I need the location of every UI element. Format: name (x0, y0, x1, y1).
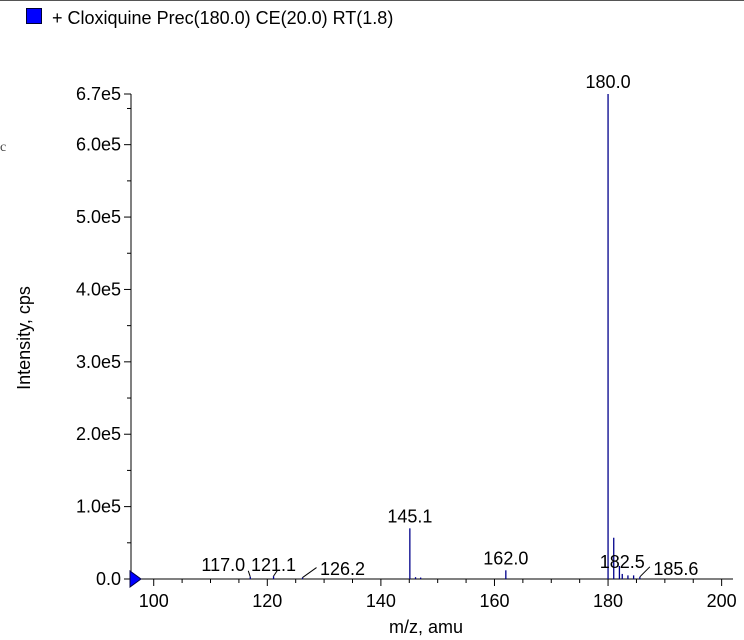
y-axis-label: Intensity, cps (14, 286, 34, 390)
y-tick-label: 5.0e5 (76, 207, 121, 227)
x-tick-label: 200 (707, 591, 737, 611)
peak-label: 126.2 (320, 559, 365, 579)
y-tick-label: 2.0e5 (76, 424, 121, 444)
y-tick-label: 6.0e5 (76, 135, 121, 155)
x-tick-label: 140 (366, 591, 396, 611)
axes-layer: 0.0 1.0e5 2.0e5 3.0e5 4.0e5 5.0e5 6.0e5 6.7e5 10… (76, 84, 737, 611)
top-border-line (0, 0, 744, 1)
y-tick-label: 4.0e5 (76, 279, 121, 299)
peak-label: 145.1 (387, 506, 432, 526)
baseline-marker (129, 570, 142, 588)
peak-label: 180.0 (586, 72, 631, 92)
peak-label: 182.5 (600, 552, 645, 572)
x-tick-label: 160 (479, 591, 509, 611)
x-tick-label: 120 (252, 591, 282, 611)
legend: + Cloxiquine Prec(180.0) CE(20.0) RT(1.8… (26, 6, 393, 30)
y-tick-label: 3.0e5 (76, 352, 121, 372)
peak-label-leader (302, 567, 317, 578)
peak-label-leader (639, 566, 651, 578)
y-tick-label: 1.0e5 (76, 497, 121, 517)
x-axis-label: m/z, amu (389, 617, 463, 637)
peak-label-leader (247, 570, 251, 577)
legend-label: + Cloxiquine Prec(180.0) CE(20.0) RT(1.8… (52, 7, 394, 28)
peak-label: 121.1 (251, 555, 296, 575)
x-tick-label: 180 (593, 591, 623, 611)
peak-label-leader (273, 569, 278, 577)
y-tick-label: 0.0 (96, 569, 121, 589)
peak-labels-layer: 117.0 121.1 126.2 145.1 162.0 180.0 182.5 185.6 (201, 72, 698, 579)
cut-off-edge-glyph: c (0, 140, 7, 155)
peak-label: 117.0 (201, 555, 245, 575)
peaks-layer (249, 94, 641, 579)
peak-label: 185.6 (653, 559, 698, 579)
y-tick-label: 6.7e5 (76, 84, 121, 104)
legend-swatch (26, 8, 42, 24)
peak-label: 162.0 (483, 548, 528, 568)
x-tick-label: 100 (139, 591, 169, 611)
